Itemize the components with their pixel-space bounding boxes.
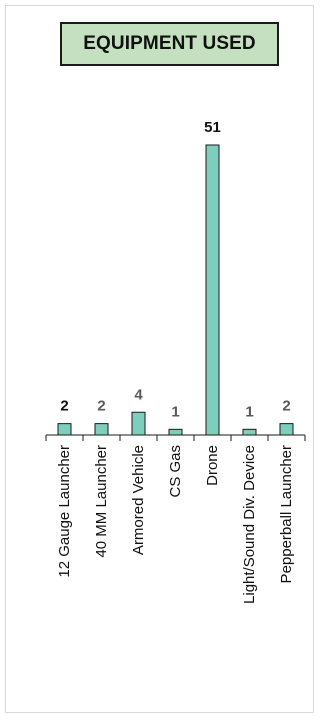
data-label: 1 — [171, 403, 179, 420]
category-label: 12 Gauge Launcher — [56, 445, 73, 578]
category-label: Pepperball Launcher — [278, 445, 295, 583]
chart-frame — [5, 5, 314, 713]
bar — [168, 428, 183, 436]
bar — [94, 423, 109, 436]
bars-group — [57, 144, 294, 436]
bar — [279, 423, 294, 436]
bar — [131, 411, 146, 436]
data-label: 51 — [204, 119, 221, 136]
data-labels-group: 2 2 4 1 51 1 2 — [60, 119, 290, 420]
bar — [57, 423, 72, 436]
bar — [242, 428, 257, 436]
category-label: Light/Sound Div. Device — [241, 445, 258, 604]
category-labels-group: 12 Gauge Launcher 40 MM Launcher Armored V… — [56, 445, 295, 604]
data-label: 1 — [245, 403, 253, 420]
data-label: 2 — [97, 398, 105, 415]
data-label: 2 — [60, 398, 68, 415]
category-label: Armored Vehicle — [130, 445, 147, 555]
data-label: 2 — [282, 398, 290, 415]
category-label: CS Gas — [167, 445, 184, 498]
category-label: 40 MM Launcher — [93, 445, 110, 558]
bar — [205, 144, 220, 436]
category-label: Drone — [204, 445, 221, 486]
x-axis — [45, 434, 306, 441]
chart-title: EQUIPMENT USED — [60, 22, 279, 66]
data-label: 4 — [134, 386, 143, 403]
